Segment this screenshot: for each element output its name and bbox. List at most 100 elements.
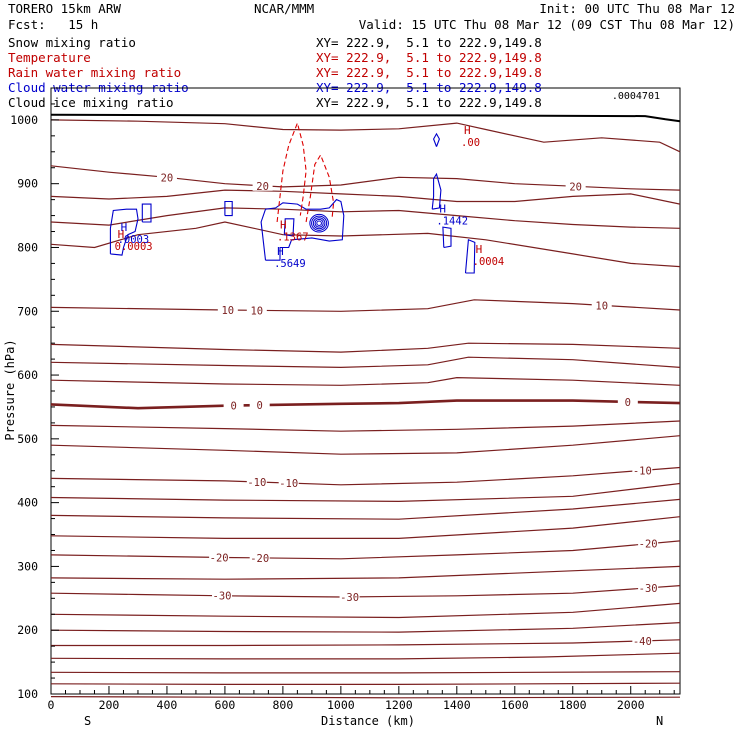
isotherm-5 [50, 622, 681, 633]
isotherm-label: -30 [213, 591, 232, 603]
y-tick-label: 800 [17, 240, 38, 254]
isotherm-22 [50, 207, 681, 229]
isotherm-label-bg [249, 551, 270, 563]
isotherm-label-bg [209, 551, 230, 563]
isotherm-label: -40 [633, 636, 652, 648]
isotherm-23 [50, 189, 681, 205]
x-tick-label: 600 [215, 698, 236, 712]
isotherm-10 [50, 516, 681, 539]
isotherm-15 [50, 420, 681, 432]
y-tick-label: 1000 [10, 113, 38, 127]
y-axis-title: Pressure (hPa) [3, 339, 17, 440]
y-tick-label: 100 [17, 687, 38, 701]
isotherm-label-bg [638, 537, 659, 549]
isotherm-9 [50, 540, 681, 560]
y-tick-label: 300 [17, 559, 38, 573]
extremum-value: .1367 [277, 231, 309, 243]
extrema-labels: H0.0003H.0003H.5649H.1367H.0004H.1442H.0… [115, 124, 505, 270]
y-tick-label: 400 [17, 496, 38, 510]
rain-contour-1 [305, 153, 335, 223]
isotherm-18 [50, 356, 681, 369]
cloud-water-ring-1 [314, 218, 324, 228]
legend-cloud-ice-xy: XY= 222.9, 5.1 to 222.9,149.8 [316, 95, 542, 110]
isotherm-label-bg [565, 180, 586, 192]
isotherm-2 [50, 671, 681, 674]
isotherm-label-bg [278, 477, 299, 489]
header-init: Init: 00 UTC Thu 08 Mar 12 [539, 1, 735, 16]
cloud-water-contour-2 [260, 198, 345, 261]
isotherm-label-bg [632, 464, 653, 476]
isotherm-11 [50, 498, 681, 520]
isotherm-label: -20 [250, 553, 269, 565]
cloud-water-ring-3 [311, 215, 328, 231]
extremum-symbol: H [439, 202, 446, 215]
isotherm-25 [50, 119, 681, 153]
extremum-symbol: H [280, 218, 287, 231]
x-axis-left-end: S [84, 714, 91, 728]
cloud-water-contour-7 [431, 172, 442, 210]
y-tick-label: 200 [17, 623, 38, 637]
isotherm-label: 0 [230, 401, 236, 413]
cloud-water-ring-0 [316, 220, 322, 226]
legend-temperature-xy: XY= 222.9, 5.1 to 222.9,149.8 [316, 50, 542, 65]
isotherm-label: 20 [569, 181, 582, 193]
terrain-line [50, 113, 681, 123]
extremum-symbol: H [277, 245, 284, 258]
x-tick-label: 1000 [327, 698, 355, 712]
y-axis: 100 200 300 400 500 600 700 800 900 1000 [10, 87, 59, 701]
header-model: TORERO 15km ARW [8, 1, 121, 16]
cloud-water-contour-6 [464, 239, 476, 274]
isotherm-6 [50, 602, 681, 619]
isotherm-label-bg [249, 399, 270, 411]
isotherm-13 [50, 466, 681, 486]
isotherm-label: -10 [247, 477, 266, 489]
y-tick-label: 900 [17, 177, 38, 191]
x-tick-label: 1600 [501, 698, 529, 712]
legend-snow-xy: XY= 222.9, 5.1 to 222.9,149.8 [316, 35, 542, 50]
isotherm-label-bg [217, 304, 238, 316]
cloud-water-contour-8 [432, 132, 441, 147]
cloud-water-ring-2 [312, 217, 326, 230]
extremum-value: .1442 [436, 215, 468, 227]
isotherm-label: -20 [639, 539, 658, 551]
x-axis: 0 200 400 600 800 1000 1200 1400 1600 1800 2000 [48, 686, 675, 712]
isotherm-label-bg [252, 179, 273, 191]
legend-temperature: Temperature [8, 50, 91, 65]
y-tick-label: 600 [17, 368, 38, 382]
cloud-water-contour-0 [109, 208, 139, 256]
isotherm-8 [50, 565, 681, 580]
x-tick-label: 2000 [617, 698, 645, 712]
x-tick-label: 1800 [559, 698, 587, 712]
cloud-water-contour-5 [442, 226, 452, 249]
isotherm-3 [50, 652, 681, 660]
cloud-water-contours [109, 132, 476, 274]
isotherm-label: -10 [633, 465, 652, 477]
isotherm-14 [50, 435, 681, 455]
isotherm-label: -20 [210, 552, 229, 564]
x-tick-label: 800 [272, 698, 293, 712]
extremum-symbol: H [464, 124, 471, 137]
cloud-water-contour-1 [141, 203, 152, 223]
isotherm-label-bg [246, 304, 267, 316]
isotherm-label-bg [617, 395, 638, 407]
corner-value: .0004701 [612, 91, 660, 102]
isotherm-label: -10 [279, 478, 298, 490]
x-tick-label: 1200 [385, 698, 413, 712]
isotherm-label-bg [591, 299, 612, 311]
terrain-surface-line [50, 113, 681, 123]
plot-frame [50, 87, 681, 695]
extremum-value: .5649 [274, 258, 306, 270]
isotherm-label: 20 [256, 181, 269, 193]
header-valid: Valid: 15 UTC Thu 08 Mar 12 (09 CST Thu … [359, 17, 735, 32]
isotherm-label-bg [156, 171, 177, 183]
isotherm-20 [50, 299, 681, 312]
extremum-value: .00 [461, 137, 480, 149]
isotherm-label-bg [632, 634, 653, 646]
isotherm-label: -30 [340, 592, 359, 604]
isotherm-label: 0 [625, 397, 631, 409]
cloud-water-contour-4 [224, 200, 233, 217]
isotherm-label: 10 [250, 305, 263, 317]
extremum-value: 0.0003 [115, 241, 153, 253]
isotherm-1 [50, 682, 681, 685]
